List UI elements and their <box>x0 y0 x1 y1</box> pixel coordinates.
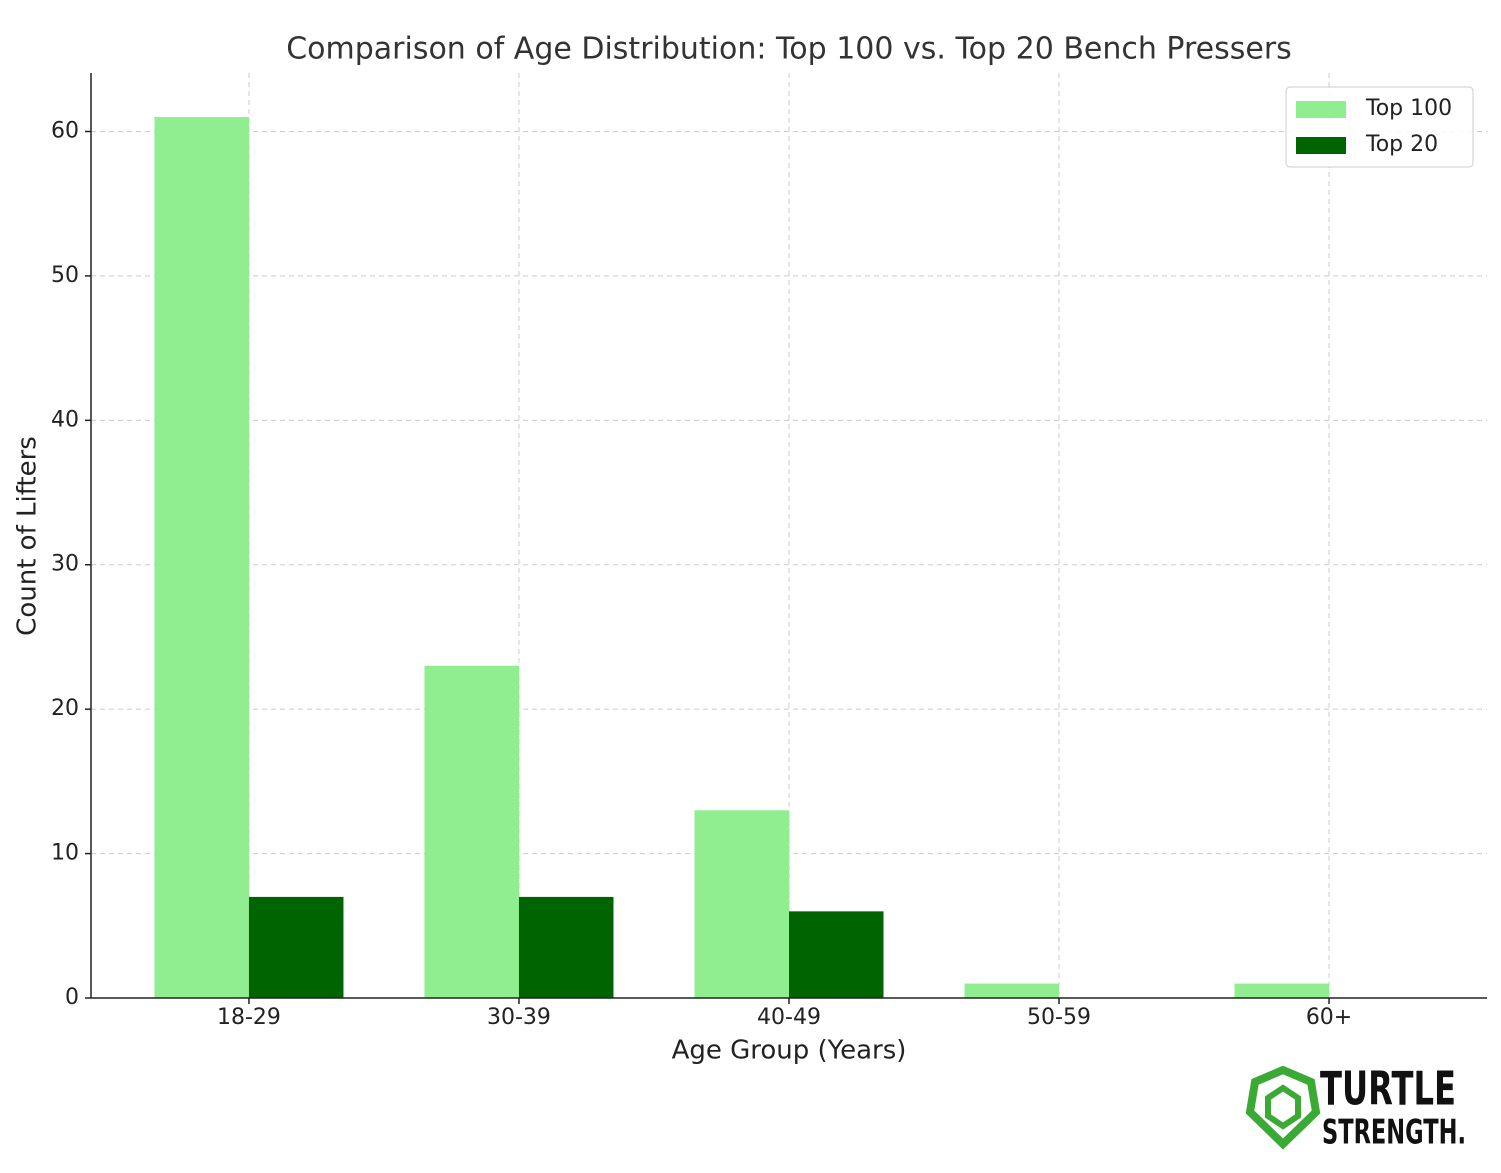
logo-text: TURTLE <box>1320 1062 1456 1116</box>
bar <box>154 117 249 999</box>
y-tick-label: 30 <box>51 552 79 577</box>
x-tick-label: 60+ <box>1306 1005 1352 1030</box>
legend-label: Top 100 <box>1365 96 1452 121</box>
y-axis-label: Count of Lifters <box>13 436 43 636</box>
bar <box>1234 983 1330 998</box>
x-tick-label: 18-29 <box>217 1005 281 1030</box>
bar <box>248 896 344 998</box>
bar <box>964 983 1060 998</box>
chart-title: Comparison of Age Distribution: Top 100 … <box>286 32 1292 67</box>
legend-swatch <box>1296 101 1346 118</box>
legend-swatch <box>1296 137 1346 154</box>
bar <box>694 810 789 998</box>
y-tick-label: 20 <box>51 696 79 721</box>
logo-inner <box>1265 1084 1301 1130</box>
x-axis-label: Age Group (Years) <box>672 1036 907 1066</box>
bar <box>424 665 519 998</box>
y-tick-label: 50 <box>51 263 79 288</box>
y-tick-label: 10 <box>51 841 79 866</box>
x-tick-label: 40-49 <box>757 1005 821 1030</box>
y-tick-label: 0 <box>65 985 79 1010</box>
x-tick-label: 30-39 <box>487 1005 551 1030</box>
legend-label: Top 20 <box>1365 132 1438 157</box>
logo-text: STRENGTH. <box>1322 1113 1466 1153</box>
bar <box>789 911 884 998</box>
y-tick-label: 40 <box>51 407 79 432</box>
y-tick-label: 60 <box>51 118 79 143</box>
x-tick-label: 50-59 <box>1027 1005 1091 1030</box>
logo-shell <box>1245 1065 1321 1150</box>
bar <box>518 896 614 998</box>
logo: TURTLE STRENGTH. <box>1245 1062 1466 1153</box>
legend: Top 100 Top 20 <box>1285 86 1474 168</box>
